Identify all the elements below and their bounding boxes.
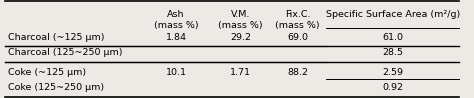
- Text: Charcoal (~125 μm): Charcoal (~125 μm): [8, 33, 104, 42]
- Text: Ash
(mass %): Ash (mass %): [154, 10, 199, 30]
- Text: Coke (~125 μm): Coke (~125 μm): [8, 68, 86, 77]
- Text: V.M.
(mass %): V.M. (mass %): [218, 10, 263, 30]
- Text: 1.71: 1.71: [230, 68, 251, 77]
- Text: 2.59: 2.59: [383, 68, 403, 77]
- Text: 69.0: 69.0: [287, 33, 308, 42]
- Text: 29.2: 29.2: [230, 33, 251, 42]
- Text: 1.84: 1.84: [166, 33, 187, 42]
- Text: Fix.C.
(mass %): Fix.C. (mass %): [275, 10, 320, 30]
- Text: Specific Surface Area (m²/g): Specific Surface Area (m²/g): [326, 10, 460, 19]
- Text: Charcoal (125~250 μm): Charcoal (125~250 μm): [8, 48, 122, 57]
- Text: Coke (125~250 μm): Coke (125~250 μm): [8, 83, 104, 92]
- Text: 28.5: 28.5: [383, 48, 403, 57]
- Text: 88.2: 88.2: [287, 68, 308, 77]
- Text: 61.0: 61.0: [383, 33, 403, 42]
- Text: 0.92: 0.92: [383, 83, 403, 92]
- Text: 10.1: 10.1: [166, 68, 187, 77]
